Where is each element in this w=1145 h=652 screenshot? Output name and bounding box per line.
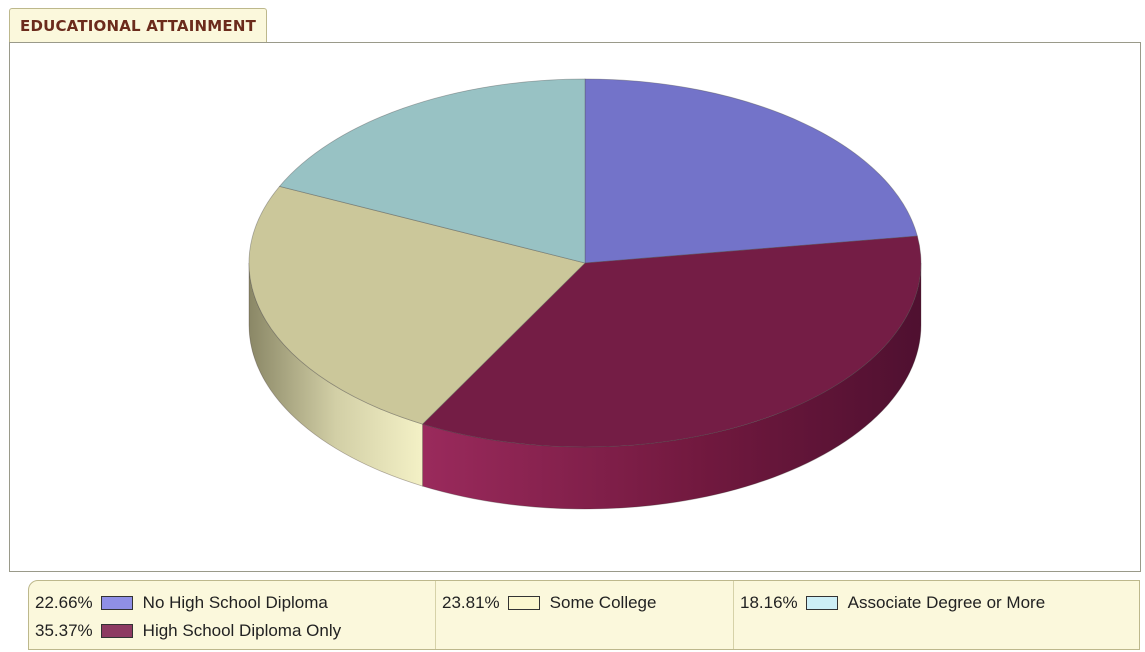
legend-item-no-high-school-diploma: 22.66% No High School Diploma xyxy=(35,589,429,617)
chart-title: EDUCATIONAL ATTAINMENT xyxy=(20,17,257,35)
legend-label: Associate Degree or More xyxy=(847,593,1046,612)
pie-slice-associate-degree-or-more xyxy=(278,78,586,264)
legend-item-some-college: 23.81% Some College xyxy=(442,589,727,617)
legend-column: 22.66% No High School Diploma 35.37% Hig… xyxy=(29,581,436,649)
legend-swatch xyxy=(507,596,540,610)
legend-percent: 22.66% xyxy=(35,593,93,612)
chart-title-tab: EDUCATIONAL ATTAINMENT xyxy=(9,8,268,42)
pie-slice-some-college xyxy=(248,185,586,425)
legend-percent: 35.37% xyxy=(35,621,93,640)
legend: 22.66% No High School Diploma 35.37% Hig… xyxy=(28,580,1140,650)
pie-slice-high-school-diploma-only xyxy=(421,235,922,448)
pie-chart xyxy=(248,78,922,510)
legend-percent: 18.16% xyxy=(740,593,798,612)
legend-column: 18.16% Associate Degree or More xyxy=(734,581,1139,649)
legend-item-high-school-diploma-only: 35.37% High School Diploma Only xyxy=(35,617,429,645)
legend-percent: 23.81% xyxy=(442,593,500,612)
legend-swatch xyxy=(805,596,838,610)
legend-swatch xyxy=(100,624,133,638)
legend-label: No High School Diploma xyxy=(142,593,328,612)
legend-column: 23.81% Some College xyxy=(436,581,734,649)
legend-swatch xyxy=(100,596,133,610)
legend-item-associate-degree-or-more: 18.16% Associate Degree or More xyxy=(740,589,1133,617)
chart-panel xyxy=(9,42,1141,572)
legend-label: Some College xyxy=(549,593,657,612)
legend-label: High School Diploma Only xyxy=(142,621,342,640)
pie-slice-no-high-school-diploma xyxy=(584,78,918,264)
